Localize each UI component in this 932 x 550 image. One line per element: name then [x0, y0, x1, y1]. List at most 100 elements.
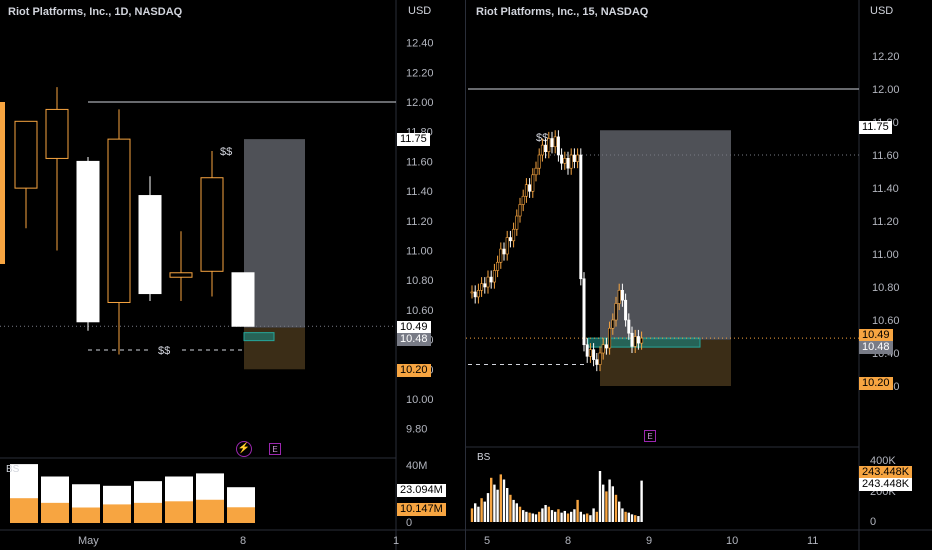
earnings-event-icon[interactable]: E	[644, 430, 656, 442]
candle-body	[627, 319, 631, 334]
candle-body	[499, 248, 503, 263]
candle-body	[588, 349, 592, 357]
candle-body	[566, 158, 570, 169]
candle-body	[508, 237, 512, 242]
x-label-10: 10	[726, 535, 739, 547]
volume-bar	[541, 508, 544, 522]
candle-body	[492, 270, 496, 283]
candle-body	[556, 136, 560, 156]
candle-body	[107, 138, 131, 303]
flash-icon[interactable]: ⚡	[236, 441, 252, 457]
entry-box	[243, 332, 275, 342]
price-tick-label: 10.00	[406, 394, 434, 406]
volume-bar	[624, 511, 627, 522]
volume-bar	[538, 511, 541, 522]
candle-body	[515, 215, 519, 230]
liquidity-label: $$	[220, 146, 232, 158]
target-price-tag: 11.75	[397, 133, 430, 146]
last-price-tag: 10.49	[397, 321, 431, 334]
intraday-chart-canvas[interactable]: 12.2012.0011.8011.6011.4011.2011.0010.80…	[466, 0, 932, 550]
price-tick-label: 12.20	[406, 67, 434, 79]
volume-bar	[531, 513, 534, 522]
sell-volume-bar	[10, 498, 38, 523]
volume-bar	[621, 508, 624, 522]
currency-label: USD	[870, 5, 894, 17]
price-tick-label: 12.00	[406, 97, 434, 109]
volume-bar	[592, 508, 595, 522]
sell-volume-bar	[134, 502, 162, 523]
volume-bar	[586, 513, 589, 522]
candle-body	[611, 319, 615, 329]
candle-body	[537, 154, 541, 169]
target-price-tag: 11.75	[859, 121, 892, 134]
candle-body	[550, 138, 554, 148]
volume-bar	[637, 516, 640, 522]
price-tick-label: 11.60	[406, 156, 433, 168]
sell-volume-tag: 10.147M	[397, 503, 446, 516]
candle-body	[553, 136, 557, 148]
bs-indicator-label: BS	[6, 464, 20, 475]
candle-body	[534, 167, 538, 176]
pane-divider[interactable]	[465, 0, 466, 550]
daily-chart-canvas[interactable]: 12.4012.2012.0011.8011.6011.4011.2011.00…	[0, 0, 466, 550]
candle-body	[528, 184, 532, 192]
candle-body	[582, 278, 586, 346]
daily-chart-pane[interactable]: 12.4012.2012.0011.8011.6011.4011.2011.00…	[0, 0, 466, 550]
candle-body	[480, 283, 484, 291]
entry-box	[587, 337, 701, 348]
x-label-5: 5	[484, 535, 491, 547]
intraday-chart-pane[interactable]: 12.2012.0011.8011.6011.4011.2011.0010.80…	[466, 0, 932, 550]
chart-title: Riot Platforms, Inc., 1D, NASDAQ	[8, 6, 183, 18]
bs-indicator-label: BS	[477, 452, 491, 463]
candle-body	[579, 154, 583, 280]
price-tick-label: 10.80	[406, 275, 434, 287]
candle-body	[544, 144, 548, 153]
price-tick-label: 10.60	[406, 305, 434, 317]
candle-body	[624, 299, 628, 321]
volume-bar	[576, 499, 579, 522]
candle-body	[604, 344, 608, 349]
earnings-event-icon[interactable]: E	[269, 443, 281, 455]
volume-bar	[611, 486, 614, 522]
volume-bar	[522, 510, 525, 522]
volume-bar	[598, 471, 602, 522]
candle-body	[560, 154, 564, 164]
price-tick-label: 12.20	[872, 51, 900, 63]
candle-body	[547, 138, 551, 152]
candle-body	[138, 195, 162, 295]
volume-bar	[554, 511, 557, 522]
candle-body	[489, 276, 493, 283]
sell-volume-bar	[227, 507, 255, 523]
price-tick-label: 11.00	[872, 249, 899, 261]
candle-body	[502, 248, 506, 255]
volume-bar	[560, 512, 563, 522]
candle-body	[521, 195, 525, 205]
volume-bar	[534, 514, 538, 522]
volume-bar	[557, 509, 560, 522]
volume-tick-0: 0	[870, 516, 877, 528]
last-price-tag: 10.49	[859, 329, 893, 342]
candle-body	[572, 154, 576, 162]
volume-bar	[493, 484, 496, 522]
price-tick-label: 10.60	[872, 315, 900, 327]
candle-body	[617, 289, 621, 304]
candle-body	[601, 344, 605, 354]
candle-body	[200, 177, 224, 272]
x-label-1: 1	[393, 535, 400, 547]
volume-bar	[550, 510, 554, 522]
candle-body	[636, 336, 640, 344]
volume-bar	[602, 484, 605, 522]
price-tick-label: 11.60	[872, 150, 899, 162]
volume-bar	[573, 509, 576, 522]
volume-bar	[634, 515, 637, 522]
candle-body	[569, 154, 573, 169]
price-tick-label: 12.40	[406, 38, 434, 50]
candle-body	[14, 120, 38, 189]
price-tick-label: 12.00	[872, 84, 900, 96]
volume-bar	[582, 514, 586, 522]
candle-body	[505, 237, 509, 255]
candle-body	[576, 154, 580, 162]
price-tick-label: 10.80	[872, 282, 900, 294]
volume-bar	[474, 503, 477, 522]
